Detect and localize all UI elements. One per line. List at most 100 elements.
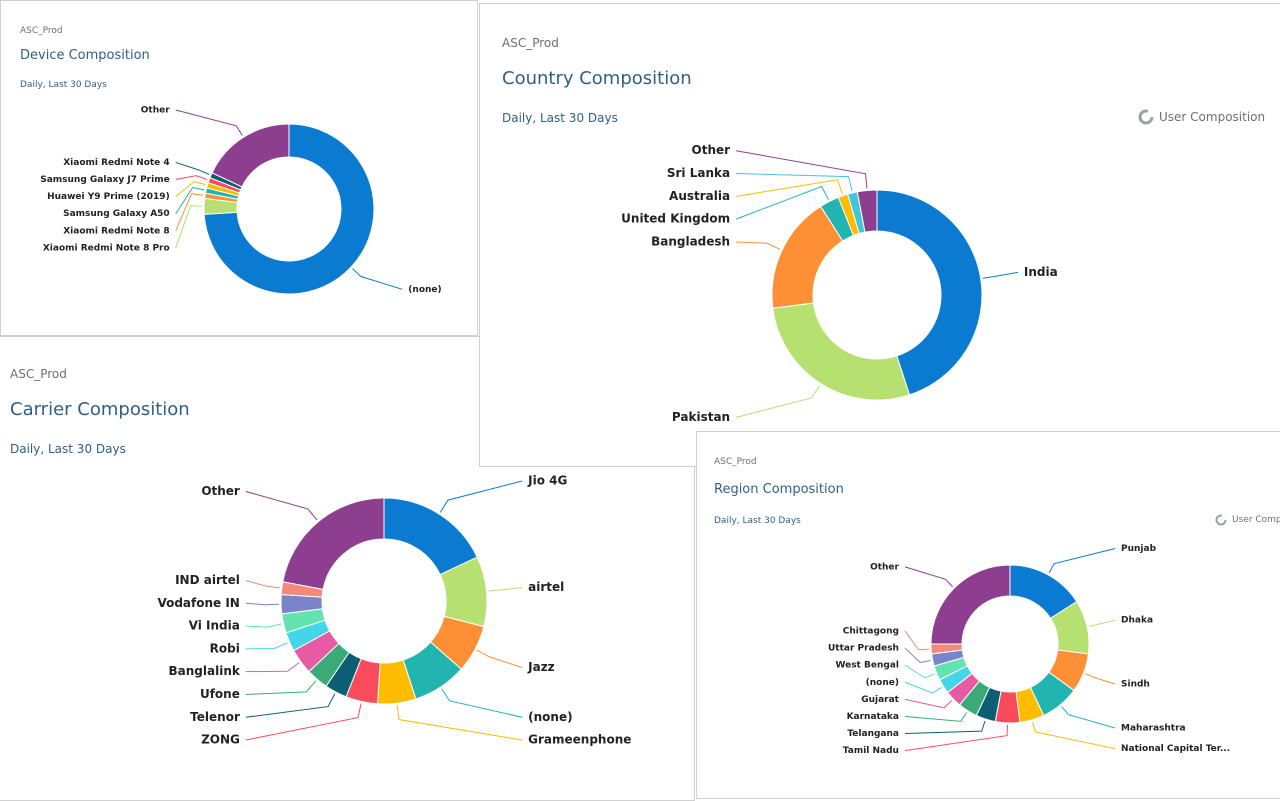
- slice-label: Uttar Pradesh: [828, 644, 899, 654]
- leader-line: [904, 712, 968, 722]
- panel-subtitle: Daily, Last 30 Days: [20, 80, 107, 90]
- leader-line: [904, 647, 931, 664]
- leader-line: [736, 241, 781, 250]
- slice-label: Other: [870, 562, 899, 572]
- slice-label: Grameenphone: [528, 733, 631, 747]
- leader-line: [904, 630, 930, 651]
- leader-line: [904, 681, 942, 694]
- slice-label: Telangana: [847, 729, 899, 739]
- slice-label: Huawei Y9 Prime (2019): [47, 192, 170, 202]
- leader-line: [245, 680, 317, 695]
- leader-line: [736, 150, 868, 189]
- device-panel: ASC_Prod Device Composition Daily, Last …: [0, 0, 478, 336]
- slice-label: (none): [866, 678, 899, 688]
- leader-line: [245, 642, 288, 650]
- leader-line: [175, 205, 203, 249]
- slice-label: Samsung Galaxy A50: [63, 209, 170, 219]
- region-panel: ASC_Prod Region Composition Daily, Last …: [696, 431, 1280, 799]
- leader-line: [245, 623, 282, 628]
- leader-line: [245, 662, 300, 673]
- slice-label: Sindh: [1121, 680, 1150, 690]
- slice-label: ZONG: [201, 733, 240, 747]
- slice-label: Sri Lanka: [667, 166, 730, 180]
- slice-label: airtel: [528, 580, 564, 594]
- leader-line: [175, 180, 206, 198]
- slice-label: Maharashtra: [1121, 724, 1186, 734]
- leader-line: [175, 193, 204, 232]
- panel-header: ASC_Prod: [502, 36, 559, 50]
- donut-slice: [203, 123, 375, 295]
- icon: [1215, 514, 1227, 526]
- leader-line: [175, 109, 243, 136]
- donut-slice: [856, 189, 878, 233]
- leader-line: [245, 579, 280, 589]
- slice-label: Telenor: [190, 710, 240, 724]
- donut-chart: Punjab Dhaka Sindh Maharashtra National Capi…: [828, 544, 1230, 756]
- leader-line: [396, 705, 523, 741]
- panel-title: Device Composition: [20, 48, 150, 63]
- slice-label: West Bengal: [835, 661, 898, 671]
- slice-label: Vodafone IN: [157, 596, 239, 610]
- donut-slice: [211, 123, 290, 188]
- slice-label: Other: [141, 105, 170, 115]
- donut-slice: [282, 497, 385, 590]
- slice-label: Xiaomi Redmi Note 8: [63, 226, 169, 236]
- leader-line: [904, 566, 954, 588]
- leader-line: [735, 385, 821, 418]
- leader-line: [736, 173, 853, 192]
- slice-label: (none): [528, 710, 572, 724]
- panel-subtitle: Daily, Last 30 Days: [502, 111, 618, 125]
- slice-label: Pakistan: [672, 410, 730, 424]
- leader-line: [904, 664, 935, 679]
- donut-slice: [930, 564, 1011, 645]
- slice-label: Punjab: [1121, 544, 1157, 554]
- country-panel: ASC_Prod Country Composition Daily, Last…: [479, 3, 1280, 467]
- slice-label: United Kingdom: [621, 212, 730, 226]
- leader-line: [1088, 619, 1116, 627]
- leader-line: [982, 271, 1018, 279]
- slice-label: Xiaomi Redmi Note 8 Pro: [43, 243, 170, 253]
- slice-label: India: [1024, 265, 1058, 279]
- leader-line: [245, 693, 336, 718]
- slice-label: Ufone: [200, 687, 240, 701]
- donut-slice: [772, 302, 911, 401]
- leader-line: [476, 649, 523, 668]
- slice-label: Gujarat: [861, 695, 899, 705]
- slice-label: Tamil Nadu: [843, 746, 899, 756]
- user-composition-button[interactable]: User Composition: [1138, 109, 1265, 125]
- leader-line: [1061, 706, 1116, 729]
- donut-chart: India Pakistan Bangladesh United Kingdom Aus…: [621, 143, 1058, 424]
- leader-line: [1032, 721, 1116, 750]
- panel-subtitle: Daily, Last 30 Days: [714, 516, 801, 526]
- panel-title: Region Composition: [714, 482, 844, 497]
- leader-line: [1085, 673, 1116, 685]
- leader-line: [175, 161, 210, 175]
- leader-line: [352, 268, 403, 290]
- user-composition-button[interactable]: User Composition: [1215, 514, 1280, 526]
- panel-title: Country Composition: [502, 68, 692, 89]
- slice-label: Banglalink: [169, 664, 241, 678]
- leader-line: [175, 186, 205, 214]
- leader-line: [439, 480, 523, 513]
- slice-label: Chittagong: [843, 626, 899, 636]
- leader-line: [904, 724, 1008, 752]
- slice-label: IND airtel: [175, 573, 240, 587]
- slice-label: Other: [692, 143, 731, 157]
- slice-label: Jazz: [527, 660, 555, 674]
- panel-header: ASC_Prod: [714, 457, 757, 467]
- leader-line: [904, 720, 986, 735]
- slice-label: Other: [201, 484, 240, 498]
- slice-label: Vi India: [189, 619, 240, 633]
- slice-label: (none): [408, 285, 441, 295]
- panel-header: ASC_Prod: [10, 367, 67, 381]
- leader-line: [245, 490, 318, 521]
- leader-line: [488, 587, 523, 592]
- leader-line: [245, 703, 362, 741]
- slice-label: Jio 4G: [527, 473, 567, 487]
- leader-line: [245, 602, 280, 606]
- button-label: User Composition: [1159, 110, 1266, 124]
- slice-label: Samsung Galaxy J7 Prime: [40, 175, 169, 185]
- donut-chart: Jio 4G airtel Jazz (none) Grameenphone ZONG Te…: [157, 473, 631, 747]
- panel-header: ASC_Prod: [20, 26, 63, 36]
